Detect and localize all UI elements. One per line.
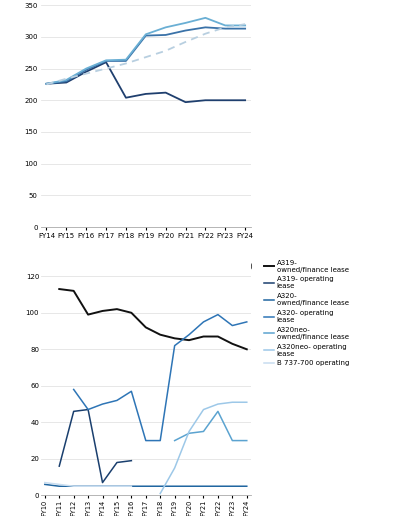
Legend: Min, Base, Max, Fleet (Analyst Estimates): Min, Base, Max, Fleet (Analyst Estimates… [40, 260, 256, 271]
Legend: A319-
owned/finance lease, A319- operating
lease, A320-
owned/finance lease, A32: A319- owned/finance lease, A319- operati… [261, 257, 352, 369]
